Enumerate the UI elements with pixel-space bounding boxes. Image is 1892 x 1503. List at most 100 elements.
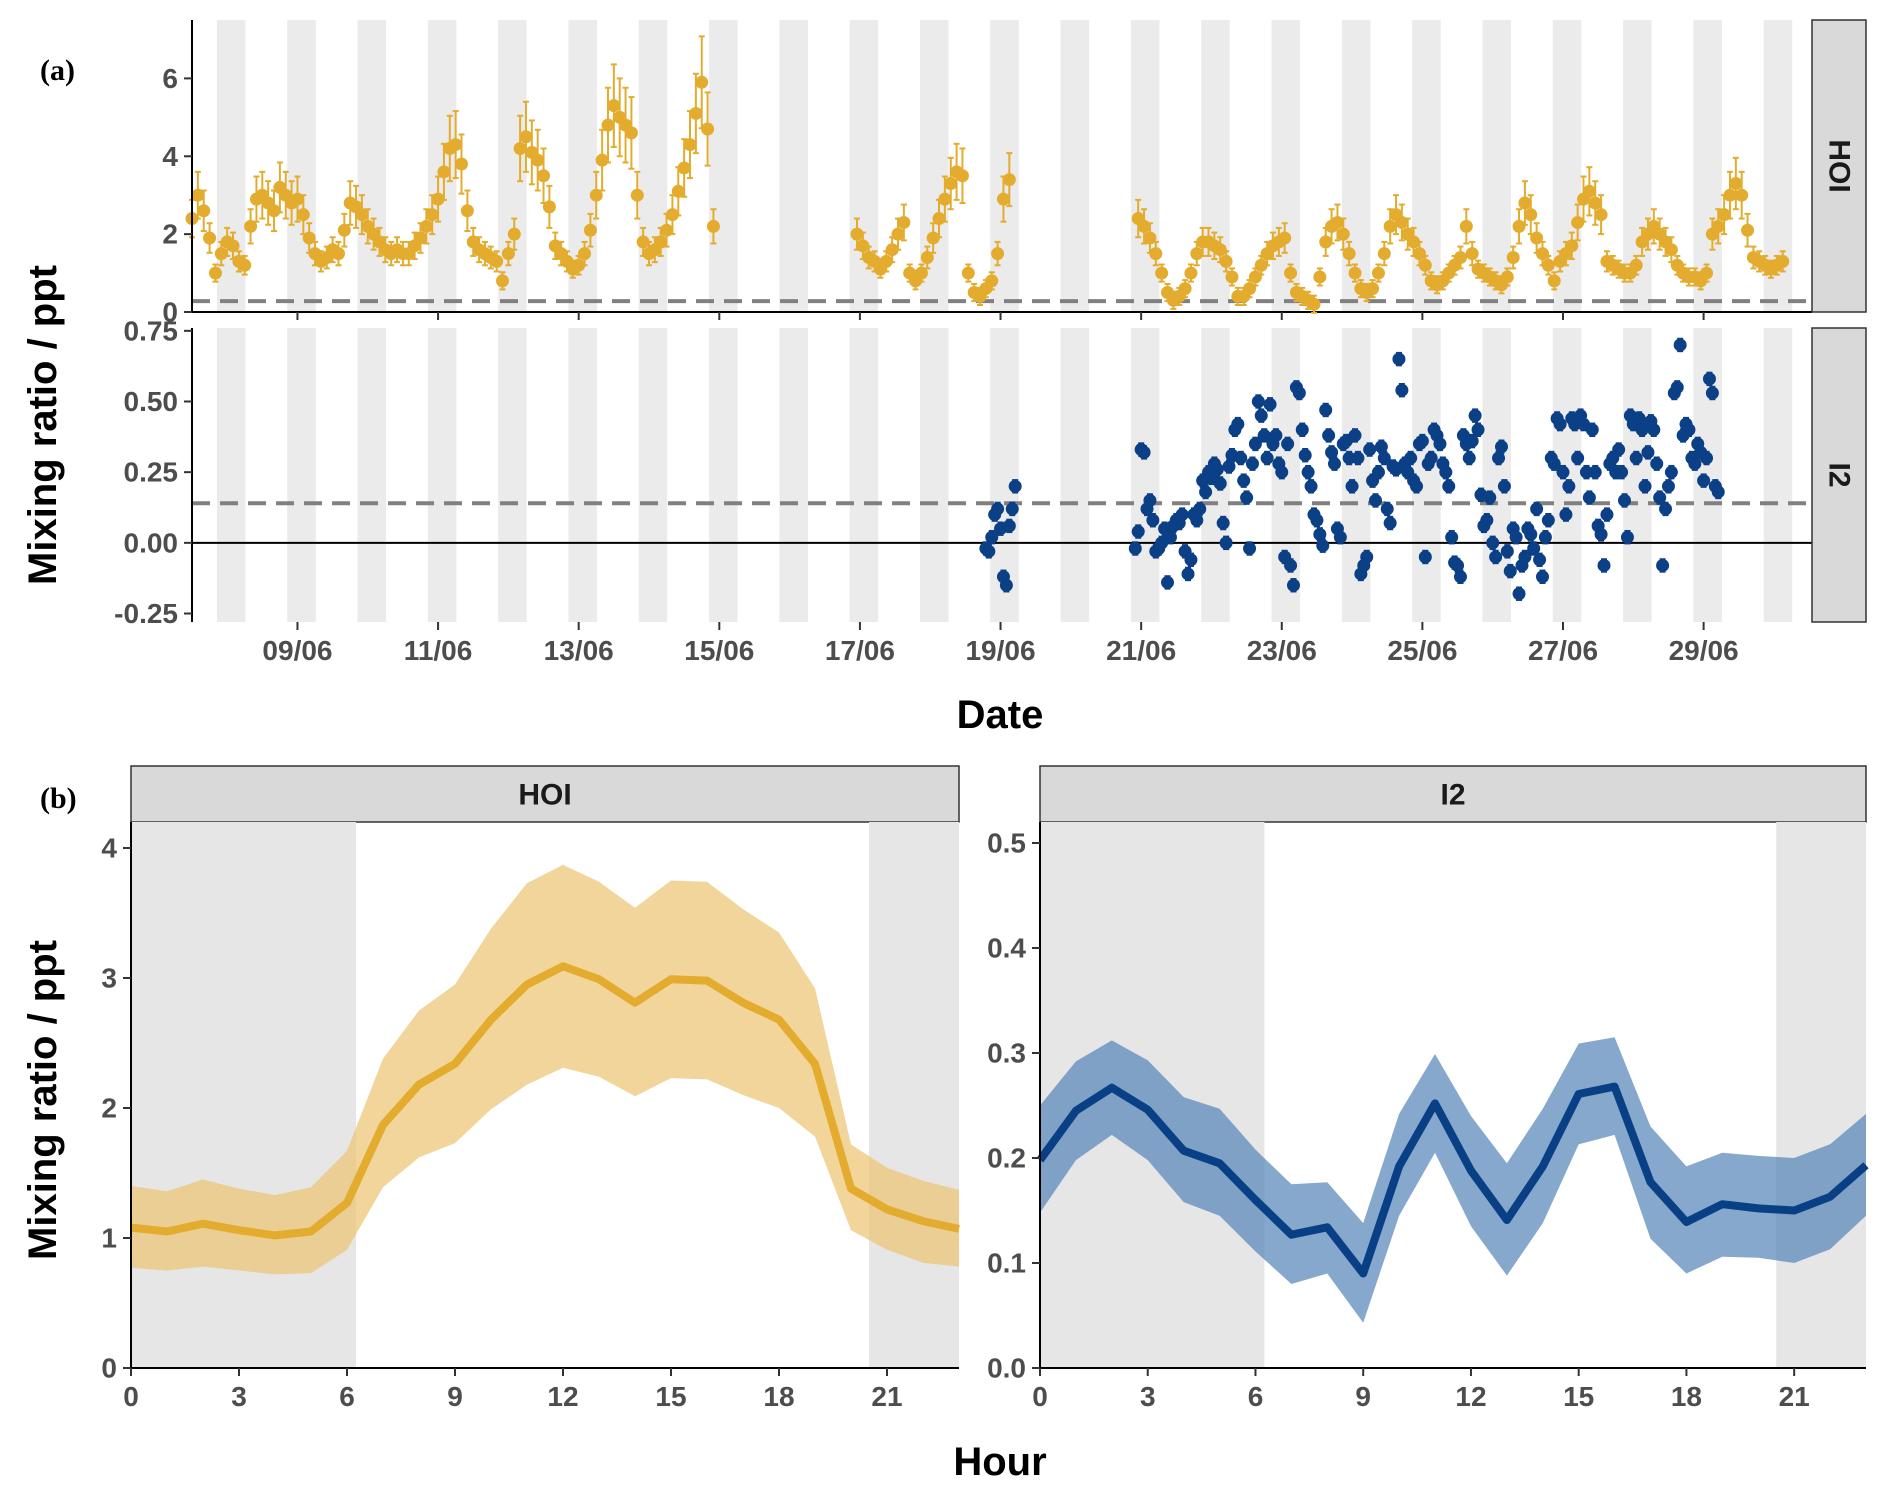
data-point xyxy=(601,118,615,132)
data-point xyxy=(926,231,940,245)
data-point xyxy=(1161,575,1175,589)
data-point xyxy=(1688,457,1702,471)
mean-line xyxy=(130,962,960,1240)
data-point xyxy=(1366,282,1380,296)
data-point xyxy=(1705,386,1719,400)
data-point xyxy=(1535,247,1549,261)
night-band xyxy=(1271,20,1301,312)
data-point xyxy=(1002,173,1016,187)
night-band xyxy=(1412,328,1441,622)
x-tick-label: 15/06 xyxy=(684,635,754,666)
data-point xyxy=(636,235,650,249)
data-point xyxy=(1661,479,1675,493)
data-point xyxy=(1319,235,1333,249)
data-point xyxy=(891,227,905,241)
data-point xyxy=(197,204,211,218)
data-point xyxy=(1541,258,1555,272)
x-tick-label: 25/06 xyxy=(1387,635,1457,666)
data-point xyxy=(513,141,527,155)
data-point xyxy=(507,227,521,241)
i2-diurnal-strip-label: I2 xyxy=(1440,779,1465,812)
data-point xyxy=(1377,247,1391,261)
data-point xyxy=(1711,219,1725,233)
data-point xyxy=(1325,445,1339,459)
data-point xyxy=(1407,235,1421,249)
data-point xyxy=(624,126,638,140)
data-point xyxy=(1480,513,1494,527)
data-point xyxy=(683,138,697,152)
data-point xyxy=(1137,219,1151,233)
data-point xyxy=(1304,479,1318,493)
data-point xyxy=(991,502,1005,516)
data-point xyxy=(542,200,556,214)
data-point xyxy=(1243,542,1257,555)
data-point xyxy=(701,122,715,136)
y-tick-label: 0.0 xyxy=(987,1353,1026,1384)
data-point xyxy=(1571,451,1585,465)
data-point xyxy=(706,219,720,233)
data-point xyxy=(1588,196,1602,210)
data-point xyxy=(1404,451,1418,465)
data-point xyxy=(1439,465,1453,479)
y-tick-label: 4 xyxy=(162,141,178,172)
y-tick-label: 0.5 xyxy=(987,828,1026,859)
data-point xyxy=(537,169,551,183)
data-point xyxy=(449,138,463,152)
x-tick-label: 29/06 xyxy=(1669,635,1739,666)
data-point xyxy=(425,208,439,222)
data-point xyxy=(1184,266,1198,280)
data-point xyxy=(1284,266,1298,280)
y-tick-label: 0.3 xyxy=(987,1038,1026,1069)
panel-b-label: (b) xyxy=(40,782,77,815)
data-point xyxy=(1319,403,1333,417)
y-tick-label: -0.25 xyxy=(114,598,178,629)
data-point xyxy=(296,208,310,222)
data-point xyxy=(1248,437,1262,451)
hoi-timeseries-plot: 0 2 4 6 xyxy=(162,20,1812,328)
data-point xyxy=(1459,219,1473,233)
data-point xyxy=(1547,457,1561,471)
data-point xyxy=(1700,451,1714,465)
data-point xyxy=(203,231,217,245)
data-point xyxy=(1518,196,1532,210)
data-point xyxy=(1571,215,1585,229)
y-tick-label: 0 xyxy=(101,1353,117,1384)
data-point xyxy=(1486,536,1500,550)
x-tick-label: 6 xyxy=(339,1381,355,1412)
data-point xyxy=(1240,491,1254,505)
night-band xyxy=(216,328,246,622)
data-point xyxy=(1190,247,1204,261)
data-point xyxy=(1664,243,1678,257)
data-point xyxy=(1163,530,1177,544)
data-point xyxy=(583,223,597,237)
data-point xyxy=(1342,247,1356,261)
data-point xyxy=(238,258,252,272)
y-tick-label: 0.4 xyxy=(987,933,1026,964)
data-point xyxy=(490,254,504,268)
data-point xyxy=(850,227,864,241)
data-point xyxy=(589,188,603,202)
data-point xyxy=(1553,417,1567,431)
data-point xyxy=(595,153,609,167)
data-point xyxy=(1415,434,1429,448)
y-tick-label: 0 xyxy=(162,297,178,328)
x-tick-label: 11/06 xyxy=(404,635,473,666)
i2-facet-strip xyxy=(1811,327,1867,623)
night-band xyxy=(779,20,808,312)
data-point xyxy=(1131,525,1145,539)
data-point xyxy=(695,75,709,89)
data-point xyxy=(1697,474,1711,488)
data-point xyxy=(1453,570,1467,584)
data-point xyxy=(1410,479,1424,493)
data-point xyxy=(1723,188,1737,202)
y-tick-label: 4 xyxy=(101,833,117,864)
uncertainty-band xyxy=(131,864,959,1275)
data-point xyxy=(431,192,445,206)
data-point xyxy=(985,274,999,288)
data-point xyxy=(1641,445,1655,459)
night-band xyxy=(1341,20,1371,312)
data-point xyxy=(1500,544,1514,558)
data-point xyxy=(1632,411,1646,425)
data-point xyxy=(1254,258,1268,272)
data-point xyxy=(1418,550,1432,564)
